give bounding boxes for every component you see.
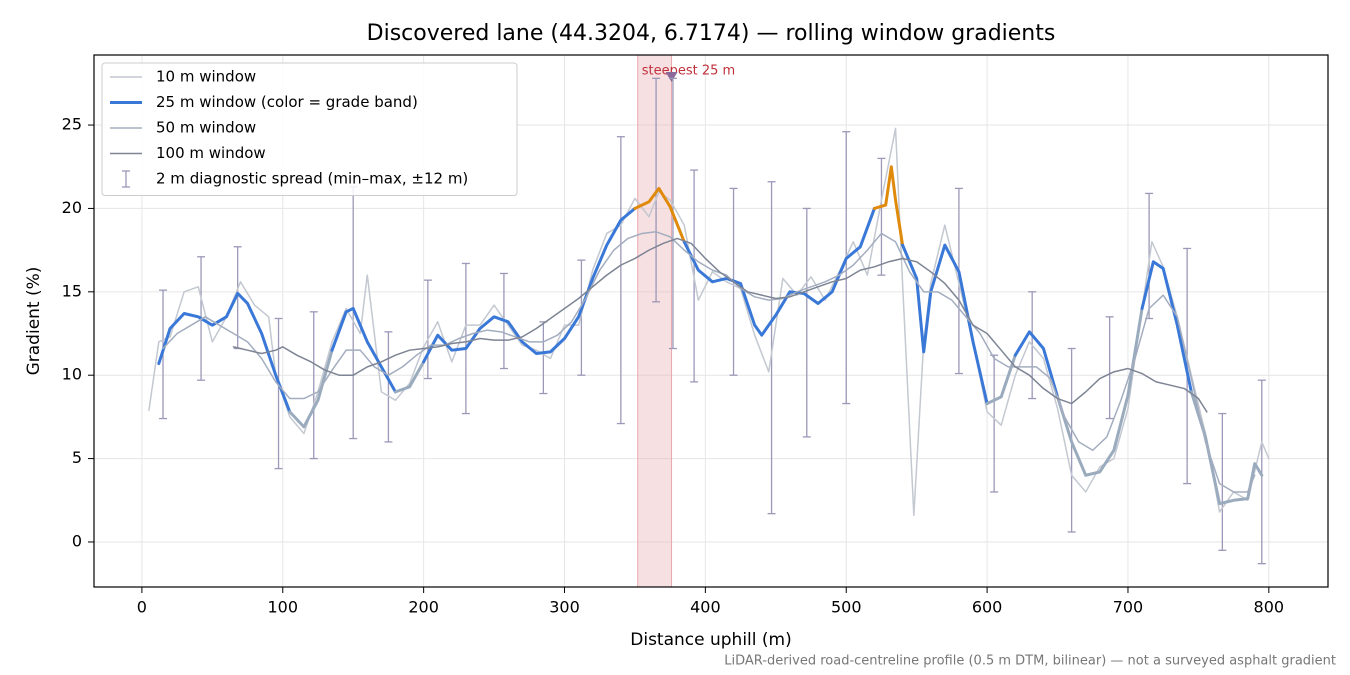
series-line bbox=[330, 306, 397, 394]
series-line bbox=[393, 360, 426, 394]
highlight-band bbox=[637, 54, 673, 588]
series-line bbox=[985, 353, 1017, 406]
legend-label: 25 m window (color = grade band) bbox=[156, 93, 418, 111]
error-bar bbox=[1257, 379, 1266, 565]
series-line bbox=[148, 127, 1270, 517]
error-bar bbox=[616, 136, 625, 425]
x-tick-label: 800 bbox=[1254, 598, 1285, 617]
highlight-label: steepest 25 m bbox=[642, 64, 735, 79]
series-line bbox=[232, 237, 1208, 413]
chart-title: Discovered lane (44.3204, 6.7174) — roll… bbox=[367, 21, 1056, 46]
error-bar bbox=[877, 157, 886, 276]
series-line bbox=[162, 231, 1256, 493]
error-bar bbox=[1105, 316, 1114, 420]
x-tick-label: 200 bbox=[408, 598, 439, 617]
x-tick-label: 500 bbox=[831, 598, 862, 617]
y-tick-label: 10 bbox=[62, 365, 82, 384]
series-line bbox=[901, 243, 989, 406]
legend-label: 2 m diagnostic spread (min–max, ±12 m) bbox=[156, 170, 468, 188]
series-line bbox=[1140, 260, 1193, 394]
error-bar bbox=[309, 311, 318, 460]
error-bar bbox=[461, 262, 470, 415]
legend-label: 10 m window bbox=[156, 68, 256, 86]
error-bar bbox=[577, 259, 586, 376]
highlight-marker bbox=[665, 72, 678, 82]
y-tick-label: 15 bbox=[62, 281, 82, 300]
legend-label: 50 m window bbox=[156, 119, 256, 137]
y-tick-label: 0 bbox=[72, 531, 82, 550]
y-tick-label: 25 bbox=[62, 115, 82, 134]
x-tick-label: 600 bbox=[972, 598, 1003, 617]
error-bar bbox=[767, 181, 776, 515]
y-tick-label: 5 bbox=[72, 448, 82, 467]
footnote: LiDAR-derived road-centreline profile (0… bbox=[724, 654, 1336, 669]
error-bar bbox=[274, 317, 283, 470]
series-line bbox=[1013, 330, 1060, 399]
y-tick-label: 20 bbox=[62, 198, 82, 217]
series-line bbox=[872, 165, 905, 247]
plot-frame bbox=[93, 54, 1329, 588]
error-bar bbox=[384, 331, 393, 443]
x-tick-label: 100 bbox=[267, 598, 298, 617]
legend-swatch bbox=[122, 170, 130, 188]
x-tick-label: 0 bbox=[137, 598, 147, 617]
series-line bbox=[1056, 306, 1144, 477]
series-line bbox=[288, 348, 334, 429]
series-line bbox=[157, 291, 292, 414]
series-line bbox=[633, 186, 686, 244]
error-bar bbox=[802, 207, 811, 438]
legend-label: 100 m window bbox=[156, 144, 266, 162]
x-axis-label: Distance uphill (m) bbox=[630, 630, 791, 650]
legend-box bbox=[101, 62, 518, 196]
x-tick-label: 700 bbox=[1113, 598, 1144, 617]
error-bar bbox=[1218, 412, 1227, 551]
x-tick-label: 400 bbox=[690, 598, 721, 617]
error-bar bbox=[842, 131, 851, 405]
error-bar bbox=[423, 279, 432, 380]
series-line bbox=[1189, 390, 1264, 506]
series-line bbox=[422, 206, 637, 364]
y-axis-label: Gradient (%) bbox=[24, 267, 44, 376]
series-line bbox=[682, 206, 876, 337]
x-tick-label: 300 bbox=[549, 598, 580, 617]
